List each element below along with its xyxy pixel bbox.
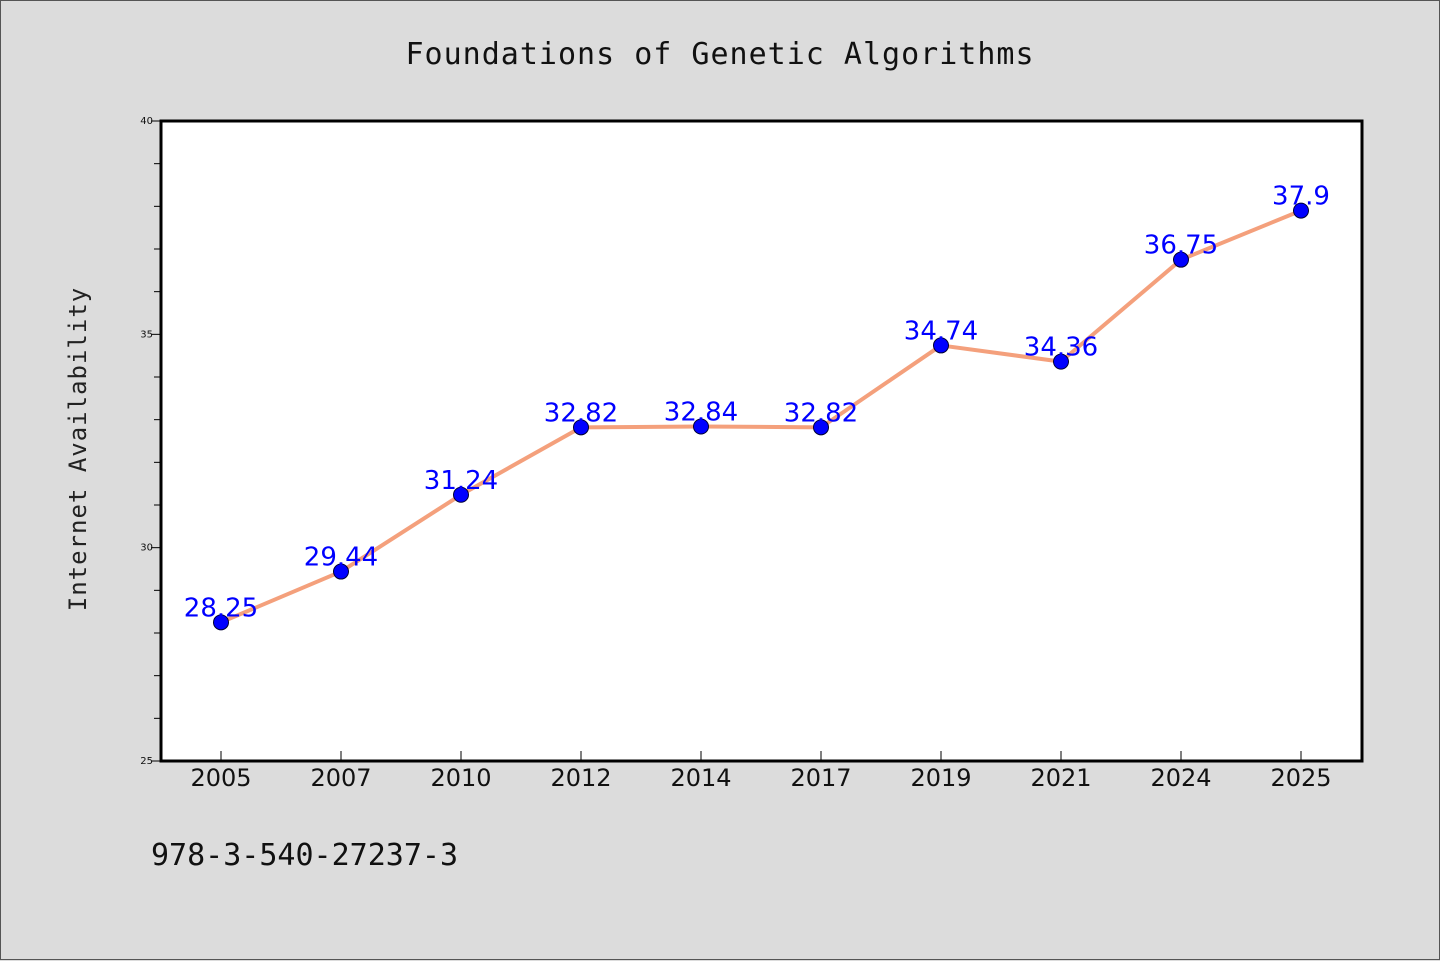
data-point (933, 337, 949, 354)
x-tick-label: 2021 (1030, 764, 1091, 792)
y-axis-ticks: 25 30 35 40 (140, 116, 161, 767)
data-label: 32.82 (544, 398, 618, 428)
y-axis-label: Internet Availability (64, 287, 92, 611)
y-tick-label: 25 (140, 756, 153, 767)
y-tick-label: 40 (140, 116, 153, 127)
x-tick-label: 2024 (1150, 764, 1211, 792)
data-point (1293, 202, 1309, 219)
data-point (453, 486, 469, 503)
data-point (1053, 353, 1069, 370)
y-tick-label: 35 (140, 329, 153, 340)
x-axis-ticks: 2005 2007 2010 2012 2014 2017 2019 2021 2024 2025 (190, 751, 1332, 792)
data-label: 36.75 (1144, 231, 1218, 261)
data-label: 31.24 (424, 466, 498, 496)
data-point (813, 419, 829, 436)
data-point (573, 419, 589, 436)
data-point (213, 614, 229, 631)
data-markers (213, 202, 1309, 631)
data-point (333, 563, 349, 580)
x-tick-label: 2019 (910, 764, 971, 792)
plot-frame (159, 119, 1364, 763)
series-line (219, 208, 1303, 625)
data-label: 32.82 (784, 398, 858, 428)
data-label: 32.84 (664, 397, 738, 427)
x-tick-label: 2025 (1270, 764, 1331, 792)
data-labels: 28.25 29.44 31.24 32.82 32.84 32.82 34.74 34.36… (184, 182, 1330, 624)
x-tick-label: 2005 (190, 764, 251, 792)
data-label: 34.74 (904, 316, 978, 346)
y-tick-label: 30 (140, 543, 153, 554)
data-label: 29.44 (304, 543, 378, 573)
x-tick-label: 2012 (550, 764, 611, 792)
plot-area (161, 121, 1362, 761)
x-tick-label: 2017 (790, 764, 851, 792)
data-label: 34.36 (1024, 333, 1098, 363)
x-tick-label: 2014 (670, 764, 731, 792)
data-point (1173, 251, 1189, 268)
data-label: 28.25 (184, 593, 258, 623)
x-tick-label: 2007 (310, 764, 371, 792)
chart-title: Foundations of Genetic Algorithms (405, 37, 1034, 72)
data-label: 37.9 (1272, 182, 1330, 212)
x-tick-label: 2010 (430, 764, 491, 792)
footer-code: 978-3-540-27237-3 (151, 838, 458, 873)
data-point (693, 418, 709, 435)
